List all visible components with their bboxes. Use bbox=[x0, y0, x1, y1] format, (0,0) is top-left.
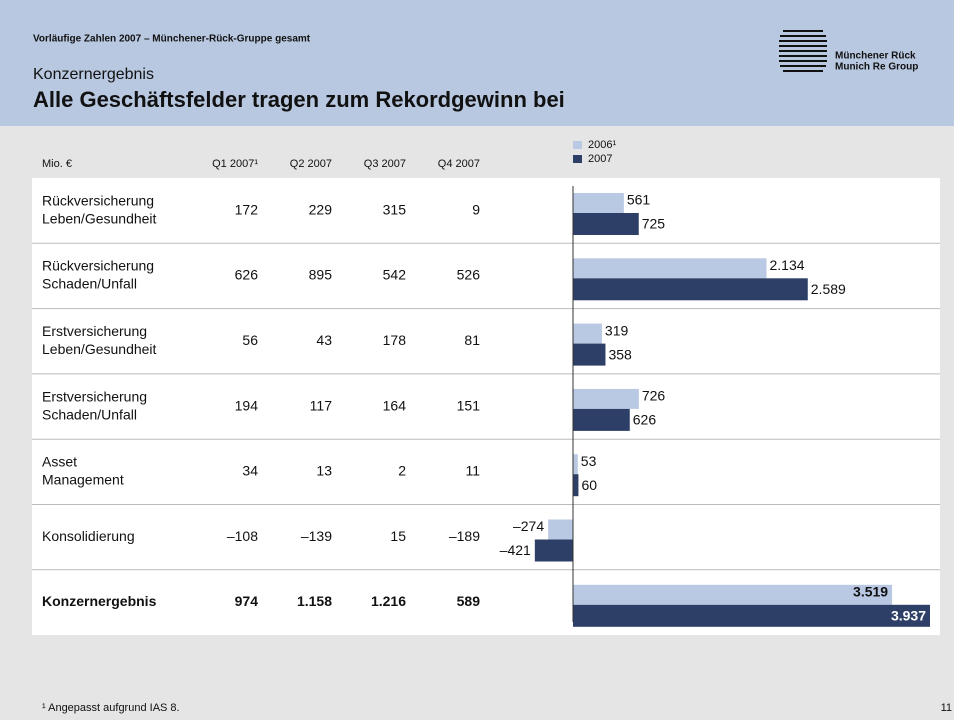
bar bbox=[573, 343, 606, 366]
bar bbox=[573, 474, 579, 497]
header-band bbox=[0, 0, 954, 126]
value-label: 358 bbox=[608, 346, 632, 362]
bar bbox=[573, 258, 767, 279]
cell: 1.216 bbox=[371, 593, 406, 609]
subtitle: Konzernergebnis bbox=[33, 66, 154, 83]
kicker: Vorläufige Zahlen 2007 – Münchener-Rück-… bbox=[33, 34, 311, 45]
bar bbox=[534, 539, 573, 562]
value-label: 319 bbox=[605, 322, 629, 338]
value-label: –274 bbox=[513, 518, 544, 534]
cell: 15 bbox=[390, 528, 406, 544]
legend-label: 2007 bbox=[588, 153, 612, 165]
cell: 178 bbox=[383, 332, 407, 348]
row-label: Schaden/Unfall bbox=[42, 406, 137, 422]
row-label: Rückversicherung bbox=[42, 192, 154, 208]
bar bbox=[573, 454, 578, 475]
cell: 11 bbox=[465, 463, 480, 479]
cell: 974 bbox=[235, 593, 259, 609]
value-label: 725 bbox=[642, 216, 666, 232]
cell: 542 bbox=[383, 267, 407, 283]
column-header: Q1 2007¹ bbox=[212, 158, 258, 170]
title: Alle Geschäftsfelder tragen zum Rekordge… bbox=[33, 87, 565, 112]
column-header: Mio. € bbox=[42, 158, 72, 170]
cell: 526 bbox=[457, 267, 481, 283]
bar bbox=[573, 213, 639, 235]
cell: 1.158 bbox=[297, 593, 332, 609]
bar bbox=[573, 323, 602, 344]
bar bbox=[573, 604, 930, 627]
row-label: Rückversicherung bbox=[42, 258, 154, 274]
cell: 315 bbox=[383, 201, 407, 217]
cell: 34 bbox=[242, 463, 258, 479]
bar bbox=[573, 388, 639, 409]
row-label: Erstversicherung bbox=[42, 323, 147, 339]
row-label: Erstversicherung bbox=[42, 388, 147, 404]
cell: 13 bbox=[316, 463, 332, 479]
value-label: 3.519 bbox=[853, 584, 888, 600]
cell: 164 bbox=[383, 397, 407, 413]
cell: 117 bbox=[310, 397, 333, 413]
bar bbox=[573, 408, 630, 431]
cell: 589 bbox=[457, 593, 481, 609]
column-header: Q4 2007 bbox=[438, 158, 480, 170]
value-label: 3.937 bbox=[891, 608, 926, 624]
bar bbox=[548, 519, 573, 540]
legend-swatch bbox=[573, 141, 582, 149]
cell: 2 bbox=[398, 463, 406, 479]
table-area bbox=[32, 178, 940, 635]
cell: 626 bbox=[235, 267, 259, 283]
row-label: Asset bbox=[42, 454, 77, 470]
value-label: 726 bbox=[642, 388, 666, 404]
column-header: Q2 2007 bbox=[290, 158, 332, 170]
cell: 895 bbox=[309, 267, 333, 283]
cell: 81 bbox=[464, 332, 480, 348]
footnote: ¹ Angepasst aufgrund IAS 8. bbox=[42, 702, 180, 714]
value-label: 561 bbox=[627, 192, 651, 208]
cell: 151 bbox=[457, 397, 481, 413]
row-label: Schaden/Unfall bbox=[42, 276, 137, 292]
value-label: –421 bbox=[500, 542, 531, 558]
row-label: Konsolidierung bbox=[42, 528, 135, 544]
cell: 43 bbox=[316, 332, 332, 348]
cell: –139 bbox=[301, 528, 332, 544]
bar bbox=[573, 278, 808, 301]
page-number: 11 bbox=[941, 702, 952, 714]
value-label: 2.134 bbox=[770, 257, 805, 273]
cell: –108 bbox=[227, 528, 258, 544]
row-label: Konzernergebnis bbox=[42, 593, 157, 609]
cell: 9 bbox=[472, 201, 480, 217]
value-label: 53 bbox=[581, 453, 597, 469]
row-label: Leben/Gesundheit bbox=[42, 341, 157, 357]
value-label: 2.589 bbox=[811, 281, 846, 297]
legend-label: 2006¹ bbox=[588, 139, 616, 151]
row-label: Management bbox=[42, 472, 124, 488]
logo-text: Munich Re Group bbox=[835, 62, 918, 73]
row-label: Leben/Gesundheit bbox=[42, 210, 157, 226]
bar bbox=[573, 193, 624, 213]
cell: 194 bbox=[235, 397, 259, 413]
column-header: Q3 2007 bbox=[364, 158, 406, 170]
cell: 229 bbox=[309, 201, 333, 217]
logo: Münchener Rück Munich Re Group bbox=[779, 30, 918, 73]
value-label: 626 bbox=[633, 412, 657, 428]
value-label: 60 bbox=[581, 477, 597, 493]
cell: 56 bbox=[242, 332, 258, 348]
bar bbox=[573, 584, 893, 605]
cell: –189 bbox=[449, 528, 480, 544]
logo-text: Münchener Rück bbox=[835, 51, 916, 62]
table-chart: Mio. € Q1 2007¹ Q2 2007 Q3 2007 Q4 2007 2006¹… bbox=[32, 139, 940, 627]
legend-swatch bbox=[573, 155, 582, 163]
cell: 172 bbox=[235, 201, 259, 217]
